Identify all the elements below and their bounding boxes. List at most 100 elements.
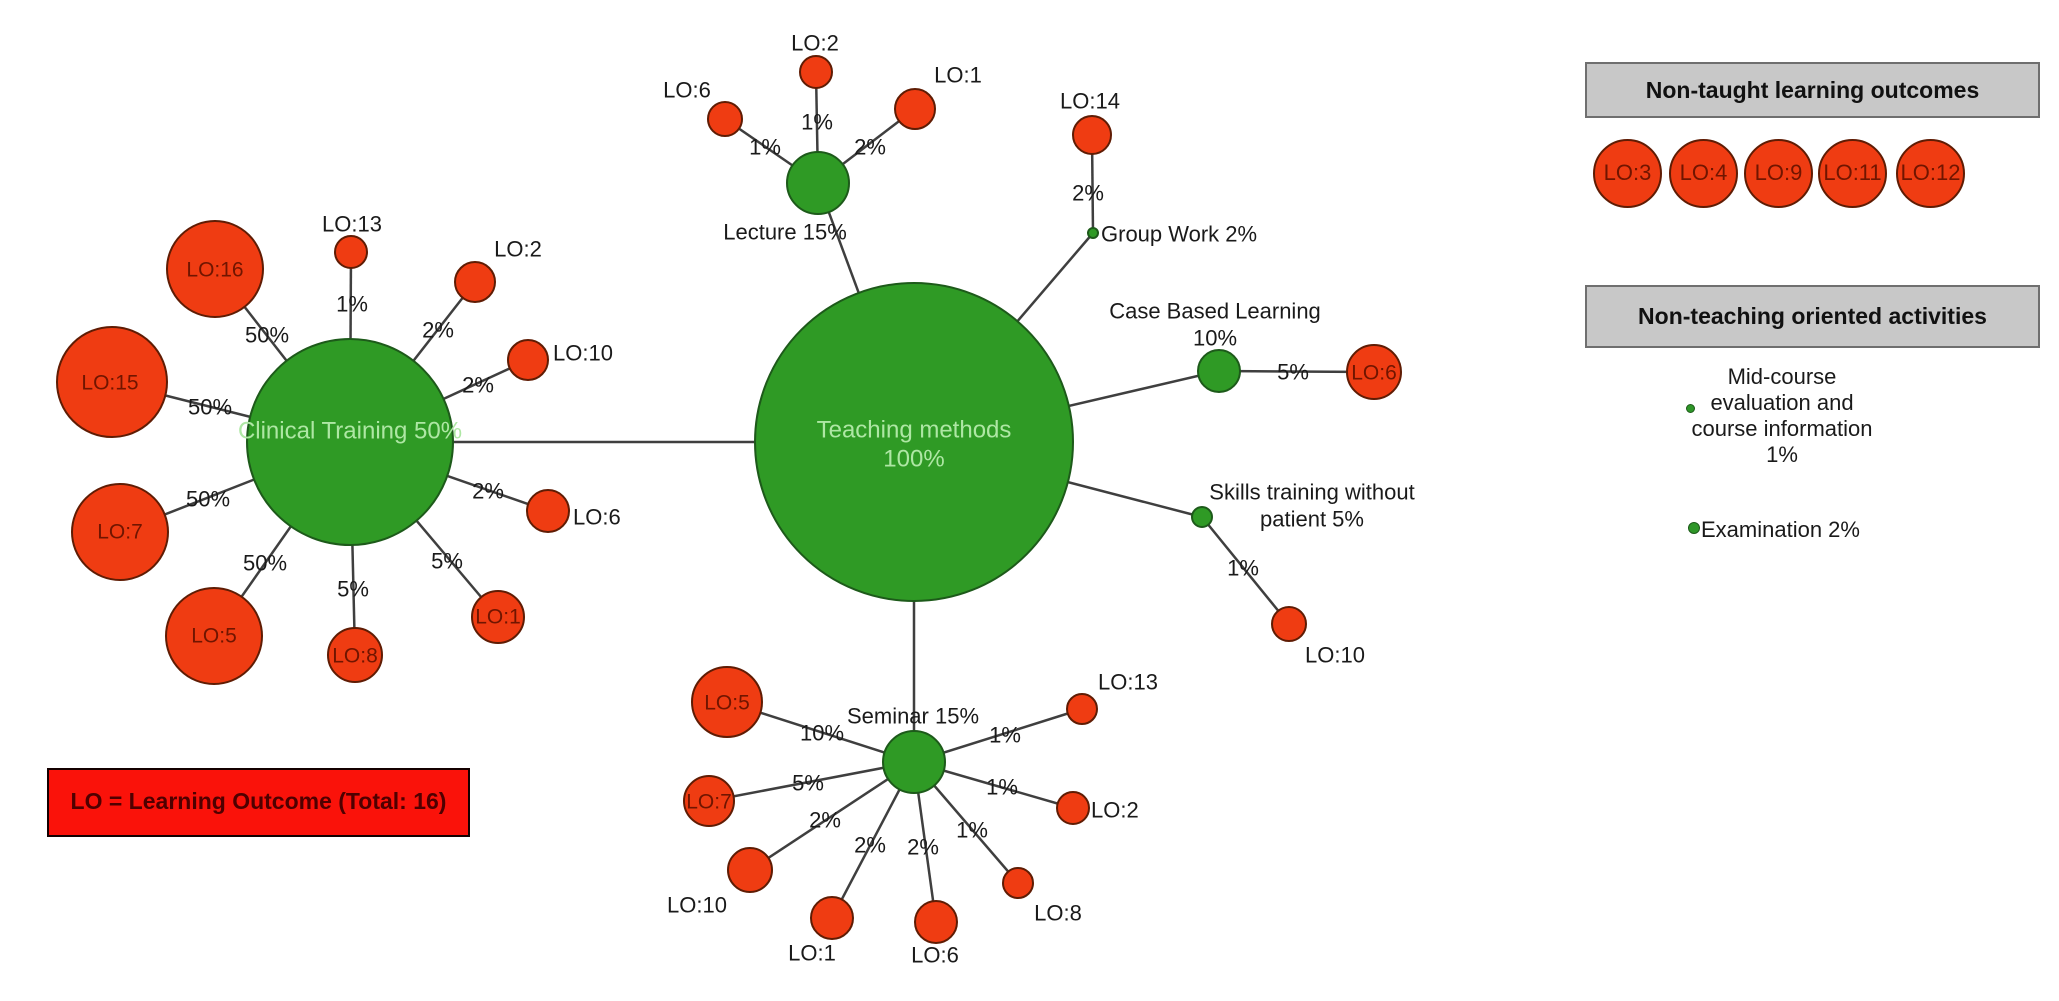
seminar-lo1-pct: 2% [854, 833, 886, 858]
lecture-lo6-pct: 1% [749, 135, 781, 160]
non-taught-header: Non-taught learning outcomes [1585, 62, 2040, 118]
skills-lo10-pct: 1% [1227, 556, 1259, 581]
mid-course-dot-icon [1686, 404, 1695, 413]
clinical-lo6-pct: 2% [472, 479, 504, 504]
legend-box: LO = Learning Outcome (Total: 16) [47, 768, 470, 837]
node-clinical-lo1 [471, 590, 525, 644]
non-taught-lo9: LO:9 [1744, 139, 1813, 208]
seminar-lo10-label: LO:10 [667, 893, 727, 918]
seminar-label: Seminar 15% [847, 704, 979, 729]
mid-course-line2: evaluation and [1710, 390, 1854, 415]
clinical-lo16-pct: 50% [245, 323, 289, 348]
labels: Teaching methods 100% Clinical Training … [81, 31, 1414, 968]
lecture-label: Lecture 15% [723, 220, 847, 245]
lecture-lo2-label: LO:2 [791, 31, 839, 56]
node-clinical-lo16 [166, 220, 264, 318]
node-seminar-lo2 [1056, 791, 1090, 825]
node-seminar [882, 730, 946, 794]
casebased-label-line2: 10% [1193, 326, 1237, 351]
node-clinical-lo10 [507, 339, 549, 381]
seminar-lo2-pct: 1% [986, 775, 1018, 800]
skills-label-line2: patient 5% [1260, 507, 1364, 532]
lecture-lo6-label: LO:6 [663, 78, 711, 103]
seminar-lo2-label: LO:2 [1091, 798, 1139, 823]
clinical-lo10-pct: 2% [462, 373, 494, 398]
mid-course-line1: Mid-course [1727, 364, 1837, 389]
non-taught-lo12: LO:12 [1896, 139, 1965, 208]
edge-seminar-lo10 [749, 760, 915, 872]
clinical-lo6-label: LO:6 [573, 505, 621, 530]
clinical-lo5-label: LO:5 [191, 625, 237, 648]
node-group-work [1087, 227, 1099, 239]
non-taught-lo3: LO:3 [1593, 139, 1662, 208]
seminar-lo5-label: LO:5 [704, 692, 750, 715]
node-case-based-learning [1197, 349, 1241, 393]
casebased-lo6-label: LO:6 [1351, 362, 1397, 385]
node-lecture-lo6 [707, 101, 743, 137]
clinical-lo2-label: LO:2 [494, 237, 542, 262]
teaching-label-line1: Teaching methods [817, 417, 1012, 444]
seminar-lo7-pct: 5% [792, 771, 824, 796]
seminar-lo10-pct: 2% [809, 808, 841, 833]
clinical-lo5-pct: 50% [243, 551, 287, 576]
seminar-lo6-label: LO:6 [911, 943, 959, 968]
node-casebased-lo6 [1346, 344, 1402, 400]
seminar-lo7-label: LO:7 [686, 791, 732, 814]
node-clinical-lo13 [334, 235, 368, 269]
node-clinical-lo7 [71, 483, 169, 581]
seminar-lo13-label: LO:13 [1098, 670, 1158, 695]
clinical-lo15-label: LO:15 [81, 372, 138, 395]
casebased-label-line1: Case Based Learning [1109, 299, 1321, 324]
node-seminar-lo1 [810, 896, 854, 940]
edge-seminar-lo7 [708, 760, 915, 803]
seminar-lo5-pct: 10% [800, 721, 844, 746]
clinical-lo13-pct: 1% [336, 292, 368, 317]
clinical-lo7-pct: 50% [186, 487, 230, 512]
clinical-lo10-label: LO:10 [553, 341, 613, 366]
teaching-label-line2: 100% [883, 446, 944, 473]
examination-entry: Examination 2% [1701, 517, 1860, 542]
clinical-lo16-label: LO:16 [186, 259, 243, 282]
seminar-lo1-label: LO:1 [788, 941, 836, 966]
non-taught-lo11: LO:11 [1818, 139, 1887, 208]
clinical-lo1-label: LO:1 [475, 606, 521, 629]
node-lecture-lo1 [894, 88, 936, 130]
lecture-lo2-pct: 1% [801, 110, 833, 135]
seminar-lo8-label: LO:8 [1034, 901, 1082, 926]
mid-course-entry: Mid-course evaluation and course informa… [1632, 364, 1932, 468]
node-clinical-training [246, 338, 454, 546]
node-lecture-lo2 [799, 55, 833, 89]
non-teaching-header: Non-teaching oriented activities [1585, 285, 2040, 348]
seminar-lo8-pct: 1% [956, 818, 988, 843]
clinical-lo2-pct: 2% [422, 318, 454, 343]
examination-dot-icon [1688, 522, 1700, 534]
node-clinical-lo2 [454, 261, 496, 303]
groupwork-lo14-pct: 2% [1072, 181, 1104, 206]
node-seminar-lo7 [683, 775, 735, 827]
clinical-lo7-label: LO:7 [97, 521, 143, 544]
mid-course-line3: course information [1691, 416, 1873, 441]
node-seminar-lo10 [727, 847, 773, 893]
node-clinical-lo5 [165, 587, 263, 685]
clinical-lo8-pct: 5% [337, 577, 369, 602]
edge-skills-lo10 [1201, 516, 1290, 625]
nodes [56, 55, 1402, 944]
groupwork-label: Group Work 2% [1101, 222, 1257, 247]
skills-label-line1: Skills training without [1209, 480, 1414, 505]
skills-lo10-label: LO:10 [1305, 643, 1365, 668]
node-skills-lo10 [1271, 606, 1307, 642]
groupwork-lo14-label: LO:14 [1060, 89, 1120, 114]
mid-course-line4: 1% [1766, 442, 1798, 467]
clinical-lo13-label: LO:13 [322, 212, 382, 237]
clinical-lo1-pct: 5% [431, 549, 463, 574]
node-seminar-lo8 [1002, 867, 1034, 899]
clinical-label: Clinical Training 50% [238, 418, 462, 445]
node-skills-training [1191, 506, 1213, 528]
node-clinical-lo15 [56, 326, 168, 438]
node-seminar-lo6 [914, 900, 958, 944]
node-groupwork-lo14 [1072, 115, 1112, 155]
lecture-lo1-label: LO:1 [934, 63, 982, 88]
seminar-lo6-pct: 2% [907, 835, 939, 860]
node-teaching-methods [754, 282, 1074, 602]
